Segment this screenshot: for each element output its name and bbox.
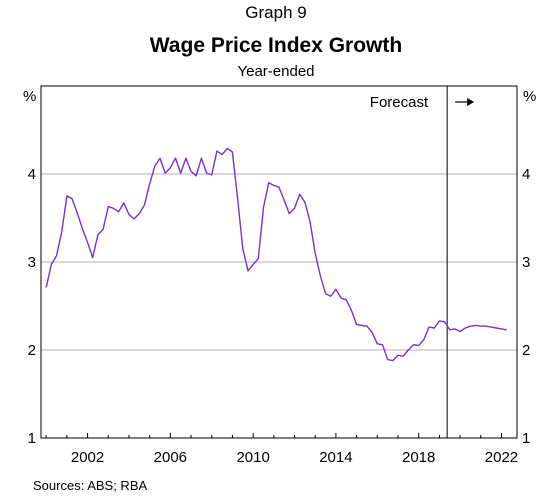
graph-number: Graph 9	[245, 3, 306, 22]
y-tick-label-left: 3	[28, 254, 36, 271]
forecast-arrow-icon	[455, 98, 475, 106]
x-tick-label: 2022	[485, 449, 518, 466]
chart-subtitle: Year-ended	[237, 63, 314, 80]
y-tick-label-right: 1	[522, 430, 530, 447]
x-tick-label: 2018	[402, 449, 435, 466]
y-tick-label-right: 3	[522, 254, 530, 271]
x-tick-label: 2006	[154, 449, 187, 466]
y-tick-labels-right: 1 2 3 4	[522, 166, 530, 447]
y-tick-label-left: 4	[28, 166, 36, 183]
x-tick-label: 2010	[236, 449, 269, 466]
y-tick-labels-left: 1 2 3 4	[28, 166, 36, 447]
plot-frame	[40, 85, 518, 439]
series-line-wpi-growth	[45, 147, 507, 362]
forecast-label: Forecast	[370, 94, 429, 111]
y-unit-left: %	[23, 88, 36, 105]
chart-title: Wage Price Index Growth	[150, 34, 402, 57]
x-tick-label: 2002	[71, 449, 104, 466]
x-tick-label: 2014	[319, 449, 352, 466]
y-unit-right: %	[523, 88, 536, 105]
y-tick-label-left: 2	[28, 342, 36, 359]
gridlines	[41, 173, 517, 351]
series-group	[45, 147, 507, 362]
y-tick-label-left: 1	[28, 430, 36, 447]
y-tick-label-right: 4	[522, 166, 530, 183]
y-tick-label-right: 2	[522, 342, 530, 359]
source-note: Sources: ABS; RBA	[33, 478, 147, 493]
x-tick-labels: 2002 2006 2010 2014 2018 2022	[45, 433, 518, 466]
